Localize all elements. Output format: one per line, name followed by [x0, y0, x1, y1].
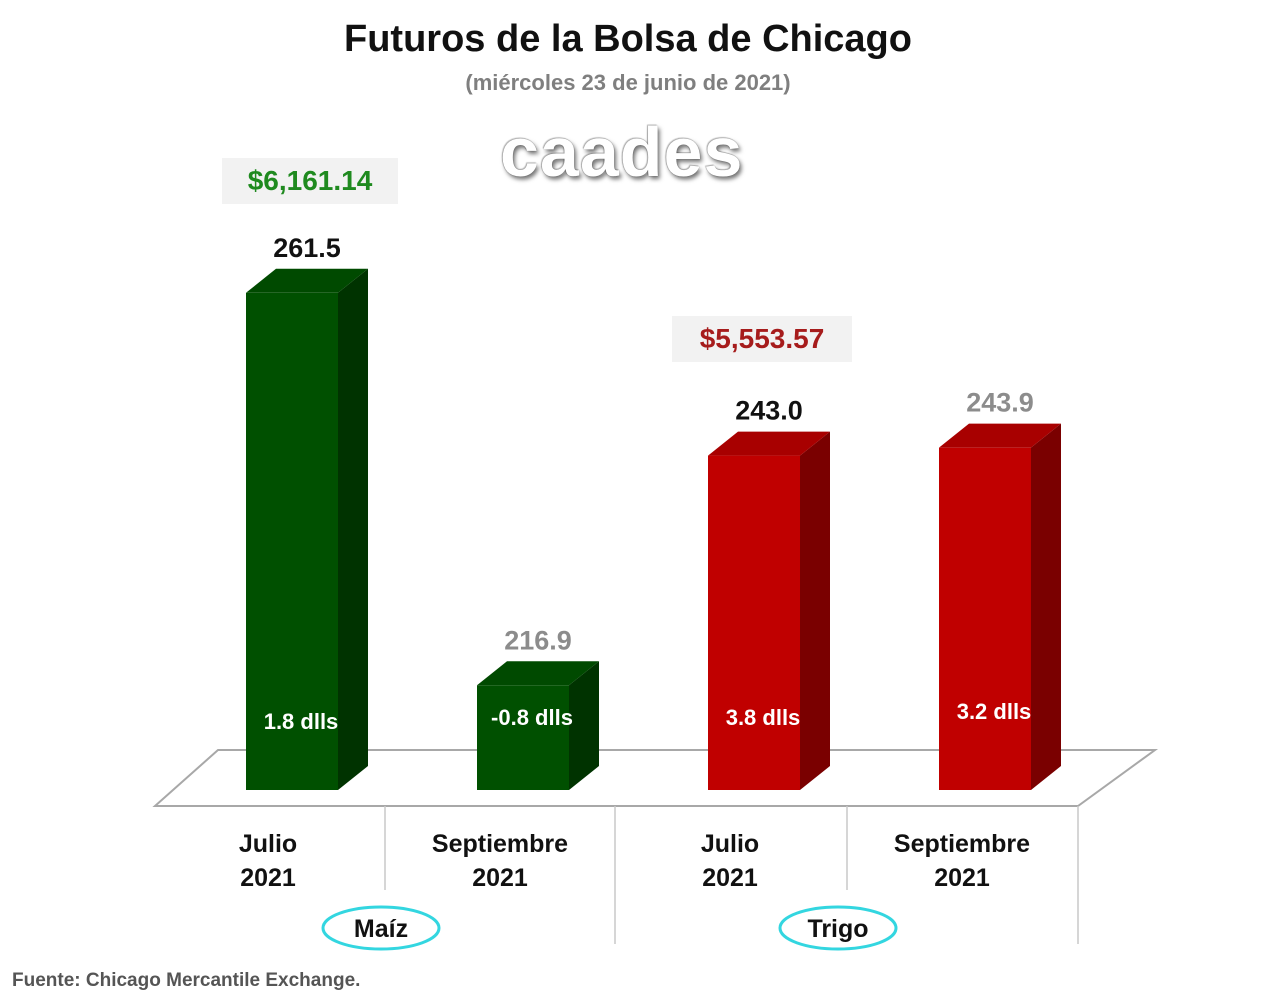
bar-trigo-julio	[708, 455, 800, 790]
maiz-price-box: $6,161.14	[222, 158, 398, 204]
bar-trigo-septiembre	[939, 447, 1031, 790]
category-year-trigo-julio: 2021	[702, 864, 758, 892]
group-oval-maiz	[321, 905, 441, 951]
category-year-maiz-julio: 2021	[240, 864, 296, 892]
bar-side-trigo-julio	[800, 431, 830, 790]
category-year-maiz-septiembre: 2021	[472, 864, 528, 892]
value-label-trigo-julio: 243.0	[735, 396, 803, 426]
category-label-trigo-julio: Julio	[701, 830, 759, 858]
group-label-maiz: Maíz	[354, 915, 408, 943]
bar-side-maiz-septiembre	[569, 661, 599, 790]
change-label-maiz-julio: 1.8 dlls	[264, 709, 339, 734]
value-label-trigo-septiembre: 243.9	[966, 388, 1034, 418]
bar-maiz-septiembre	[477, 685, 569, 790]
chart-floor	[152, 749, 1159, 807]
bar-top-trigo-septiembre	[939, 423, 1061, 448]
category-label-trigo-septiembre: Septiembre	[894, 830, 1030, 858]
bar-top-maiz-julio	[246, 268, 368, 293]
group-oval-trigo	[778, 905, 898, 951]
bar-side-maiz-julio	[338, 268, 368, 790]
bar-top-trigo-julio	[708, 431, 830, 456]
category-label-maiz-septiembre: Septiembre	[432, 830, 568, 858]
change-label-trigo-septiembre: 3.2 dlls	[957, 699, 1032, 724]
chart-title: Futuros de la Bolsa de Chicago	[344, 18, 912, 60]
group-label-trigo: Trigo	[807, 915, 868, 943]
trigo-price-box: $5,553.57	[672, 316, 852, 362]
bar-maiz-julio	[246, 292, 338, 790]
caades-logo: caades	[500, 113, 744, 191]
change-label-trigo-julio: 3.8 dlls	[726, 705, 801, 730]
bar-top-maiz-septiembre	[477, 661, 599, 686]
value-label-maiz-septiembre: 216.9	[504, 625, 572, 655]
change-label-maiz-septiembre: -0.8 dlls	[491, 705, 573, 730]
value-label-maiz-julio: 261.5	[273, 233, 341, 263]
category-label-maiz-julio: Julio	[239, 830, 297, 858]
chart-subtitle: (miércoles 23 de junio de 2021)	[465, 70, 791, 95]
bar-side-trigo-septiembre	[1031, 423, 1061, 790]
source-note: Fuente: Chicago Mercantile Exchange.	[12, 970, 361, 991]
category-year-trigo-septiembre: 2021	[934, 864, 990, 892]
